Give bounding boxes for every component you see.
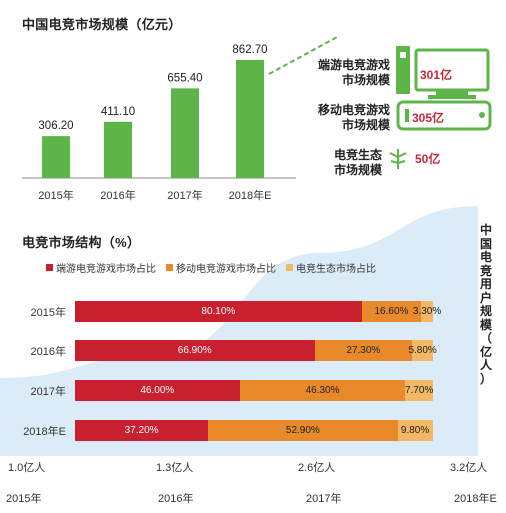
top-bar-chart: 306.20 2015年 411.10 2016年 655.40 2017年 862.70 2… [22,44,296,202]
stacked-bar-segment: 7.70% [405,380,433,401]
top-bar-category-label: 2015年 [38,188,73,202]
top-bar-category-label: 2017年 [167,188,202,202]
stacked-bar-value-label: 5.80% [408,345,437,356]
stacked-bar-value-label: 37.20% [124,425,159,436]
top-bar-4 [236,60,264,178]
top-bar-value-label: 655.40 [167,72,202,84]
stacked-bar-segment: 46.30% [239,380,406,401]
stacked-bar-value-label: 7.70% [405,385,434,396]
desktop-pc-icon [396,46,490,99]
stacked-bar-segment: 27.30% [314,340,413,361]
legend-item-1: 端游电竞游戏市场占比 [46,260,156,275]
stacked-bar-value-label: 27.30% [346,345,381,356]
stacked-bar-value-label: 9.80% [400,425,430,436]
mobile-segment-label: 移动电竞游戏 市场规模 [317,103,390,132]
connector-line [268,35,340,75]
legend-swatch [46,264,53,271]
mobile-phone-icon [396,100,492,131]
stacked-bar-segment: 66.90% [75,340,315,361]
user-scale-axis-title: 中国电竞用户规模（亿人） [479,223,492,386]
year-tick-2: 2016年 [158,493,194,505]
stacked-bar-segment: 52.90% [208,420,398,441]
top-bar-2 [104,121,132,178]
legend: 端游电竞游戏市场占比 移动电竞游戏市场占比 电竞生态市场占比 [46,260,376,275]
top-bar-value-label: 306.20 [38,120,73,132]
top-bar-3 [171,88,199,178]
stacked-bar-segment: 16.60% [361,301,422,322]
stacked-bar-value-label: 3.30% [412,306,442,317]
top-bar-category-label: 2018年E [229,188,272,202]
legend-swatch [286,264,293,271]
legend-item-2: 移动电竞游戏市场占比 [166,260,276,275]
year-tick-3: 2017年 [306,493,342,505]
pc-segment-value: 301亿 [420,68,453,82]
stacked-bar-segment: 5.80% [408,340,437,361]
stacked-bar-segment: 3.30% [412,301,442,322]
top-bar-value-label: 411.10 [101,106,135,118]
stacked-bar-category-label: 2018年E [23,426,66,438]
ecosystem-sprout-icon [389,149,407,169]
stacked-bar-category-label: 2016年 [30,346,66,358]
eco-segment-value: 50亿 [415,152,441,166]
user-tick-4: 3.2亿人 [450,462,488,474]
bottom-chart-title: 电竞市场结构（%） [22,235,141,250]
legend-item-3: 电竞生态市场占比 [286,260,376,275]
stacked-bar-value-label: 46.30% [305,385,340,396]
stacked-bar-segment: 37.20% [75,420,209,441]
stacked-bar-category-label: 2017年 [30,386,66,398]
top-bar-category-label: 2016年 [100,188,135,202]
top-bar-value-label: 862.70 [232,44,267,56]
user-tick-2: 1.3亿人 [156,462,194,474]
stacked-bar-value-label: 52.90% [285,425,320,436]
top-chart-title: 中国电竞市场规模（亿元） [22,17,182,32]
stacked-bar-category-label: 2015年 [30,307,66,319]
pc-segment-label: 端游电竞游戏 市场规模 [317,58,390,87]
mobile-segment-value: 305亿 [412,111,445,125]
stacked-bar-value-label: 66.90% [177,345,212,356]
legend-swatch [166,264,173,271]
stacked-bar-value-label: 16.60% [374,306,409,317]
year-tick-1: 2015年 [6,493,42,505]
legend-label: 移动电竞游戏市场占比 [176,264,276,275]
eco-segment-label: 电竞生态 市场规模 [333,148,382,177]
year-tick-4: 2018年E [454,493,497,505]
user-tick-1: 1.0亿人 [8,462,46,474]
stacked-bar-value-label: 46.00% [140,385,175,396]
legend-label: 电竞生态市场占比 [296,264,376,275]
stacked-bar-segment: 46.00% [75,380,240,401]
stacked-bar-segment: 9.80% [397,420,433,441]
stacked-bar-segment: 80.10% [75,301,362,322]
legend-label: 端游电竞游戏市场占比 [56,264,156,275]
stacked-bar-value-label: 80.10% [201,306,236,317]
top-bar-1 [42,136,70,178]
user-tick-3: 2.6亿人 [298,462,336,474]
